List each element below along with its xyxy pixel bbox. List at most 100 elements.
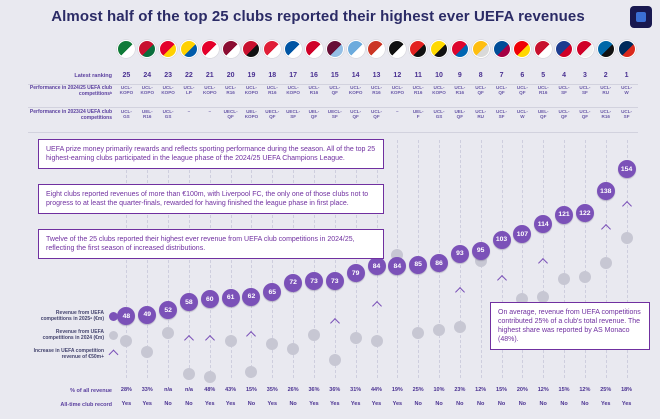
pct-revenue-row: 28% 33% n/a n/a 48% 43% 15% 35% 26% 36% 36% 31% 44% 1… (116, 387, 637, 393)
increase-arrow-icon (204, 335, 215, 346)
performance-2324-value: – (396, 109, 399, 114)
performance-2425-value: UCL- KOPO (161, 85, 175, 96)
revenue-2024-dot (141, 346, 154, 359)
revenue-2025-bubble: 121 (555, 205, 574, 224)
performance-2425-value: UCL- QF (496, 85, 508, 96)
purple-dot-icon (108, 311, 118, 321)
pct-revenue-value: 18% (621, 387, 633, 393)
club-crest-icon (492, 40, 511, 58)
increase-arrow-icon (329, 317, 340, 328)
pct-revenue-value: 44% (370, 387, 382, 393)
note-prize-money: UEFA prize money primarily rewards and r… (38, 139, 384, 170)
performance-2425-value: UCL- QF (516, 85, 528, 96)
pct-revenue-value: 19% (391, 387, 403, 393)
ranking-value: 15 (330, 72, 339, 79)
legend-label-2025: Revenue from UEFA competitions in 2025ᵃ … (40, 310, 104, 322)
revenue-2024-dot (182, 368, 195, 381)
ranking-value: 17 (289, 72, 298, 79)
revenue-2024-dot (120, 334, 133, 347)
record-value: No (289, 401, 297, 407)
club-crest-icon (304, 40, 323, 58)
increase-arrow-icon (454, 287, 465, 298)
pct-revenue-value: 31% (350, 387, 362, 393)
revenue-2024-dot (433, 323, 446, 336)
performance-2425-value: UCL- R16 (412, 85, 424, 96)
chart-legend: Revenue from UEFA competitions in 2025ᵃ … (26, 310, 118, 367)
revenue-2024-dot (349, 332, 362, 345)
revenue-2025-bubble: 103 (492, 230, 511, 249)
performance-2324-value: UECL- QF (265, 109, 280, 120)
performance-2425-value: UCL- SF (579, 85, 591, 96)
pct-revenue-value: 23% (454, 387, 466, 393)
performance-2324-value: UCL- W (516, 109, 528, 120)
revenue-2024-dot (162, 326, 175, 339)
club-crest-icon (555, 40, 574, 58)
column-guide-line (522, 140, 524, 378)
revenue-2025-bubble: 62 (242, 287, 261, 306)
record-label: All-time club record (60, 402, 112, 408)
record-value: No (518, 401, 527, 407)
ranking-value: 3 (582, 72, 587, 79)
performance-2324-value: UEL- KOPO (244, 109, 259, 120)
club-crest-icon (346, 40, 365, 58)
performance-2324-value: UCL- RU (475, 109, 487, 120)
revenue-2025-bubble: 84 (388, 257, 407, 276)
pct-revenue-value: 12% (537, 387, 549, 393)
performance-2324-value: UCL- SF (496, 109, 508, 120)
record-value: Yes (142, 401, 152, 407)
ranking-value: 18 (268, 72, 277, 79)
legend-label-increase: Increase in UEFA competition revenue of … (33, 348, 104, 360)
performance-2324-value: UCL- GS (433, 109, 445, 120)
row-divider (28, 84, 638, 85)
performance-2324-row: UCL- GS UEL- R16 UCL- GS – – UECL- QF UEL- KOPO UECL… (116, 109, 637, 120)
pct-revenue-value: 12% (579, 387, 591, 393)
record-value: No (414, 401, 422, 407)
revenue-2025-bubble: 86 (430, 254, 449, 273)
revenue-2024-dot (203, 371, 216, 384)
pct-revenue-value: n/a (164, 387, 173, 393)
revenue-2025-bubble: 122 (575, 204, 594, 223)
performance-2324-value: UCL- GS (162, 109, 174, 120)
club-crest-icon (179, 40, 198, 58)
revenue-2024-dot (307, 329, 320, 342)
row-divider (28, 132, 638, 133)
record-value: Yes (392, 401, 403, 407)
performance-2425-value: UCL- R16 (266, 85, 278, 96)
revenue-2025-bubble: 49 (138, 305, 157, 324)
ranking-value: 5 (541, 72, 546, 79)
revenue-2024-dot (537, 290, 550, 303)
performance-2324-value: UCL- R16 (600, 109, 612, 120)
club-crest-icon (388, 40, 407, 58)
revenue-2025-bubble: 72 (284, 273, 303, 292)
page-title: Almost half of the top 25 clubs reported… (51, 8, 585, 25)
performance-2324-value: UECL- SF (286, 109, 301, 120)
performance-2425-value: UCL- LP (183, 85, 195, 96)
performance-2324-value: UCL- GS (120, 109, 132, 120)
record-value: Yes (267, 401, 278, 407)
pct-revenue-value: 10% (433, 387, 445, 393)
performance-2324-value: – (187, 109, 191, 114)
pct-revenue-value: 28% (120, 387, 132, 393)
ranking-value: 13 (372, 72, 381, 79)
ranking-value: 4 (562, 72, 566, 79)
revenue-2025-bubble: 73 (325, 272, 344, 291)
legend-item-2025: Revenue from UEFA competitions in 2025ᵃ … (26, 310, 118, 322)
revenue-2024-dot (558, 272, 571, 285)
revenue-2025-bubble: 58 (179, 293, 198, 312)
latest-ranking-label: Latest ranking (74, 73, 112, 79)
record-value: No (497, 401, 506, 407)
ranking-value: 19 (247, 72, 256, 79)
performance-2425-value: UCL- KOPO (140, 85, 155, 96)
record-value: No (247, 401, 256, 407)
pct-revenue-value: 15% (558, 387, 570, 393)
performance-2425-value: UCL- KOPO (348, 85, 363, 96)
pct-revenue-value: 48% (204, 387, 216, 393)
record-value: No (477, 401, 485, 407)
performance-2425-value: UCL- KOPO (432, 85, 446, 96)
column-guide-line (564, 140, 566, 378)
ranking-value: 8 (478, 72, 483, 79)
performance-2425-value: UCL- QF (329, 85, 341, 96)
ranking-value: 20 (226, 72, 235, 79)
